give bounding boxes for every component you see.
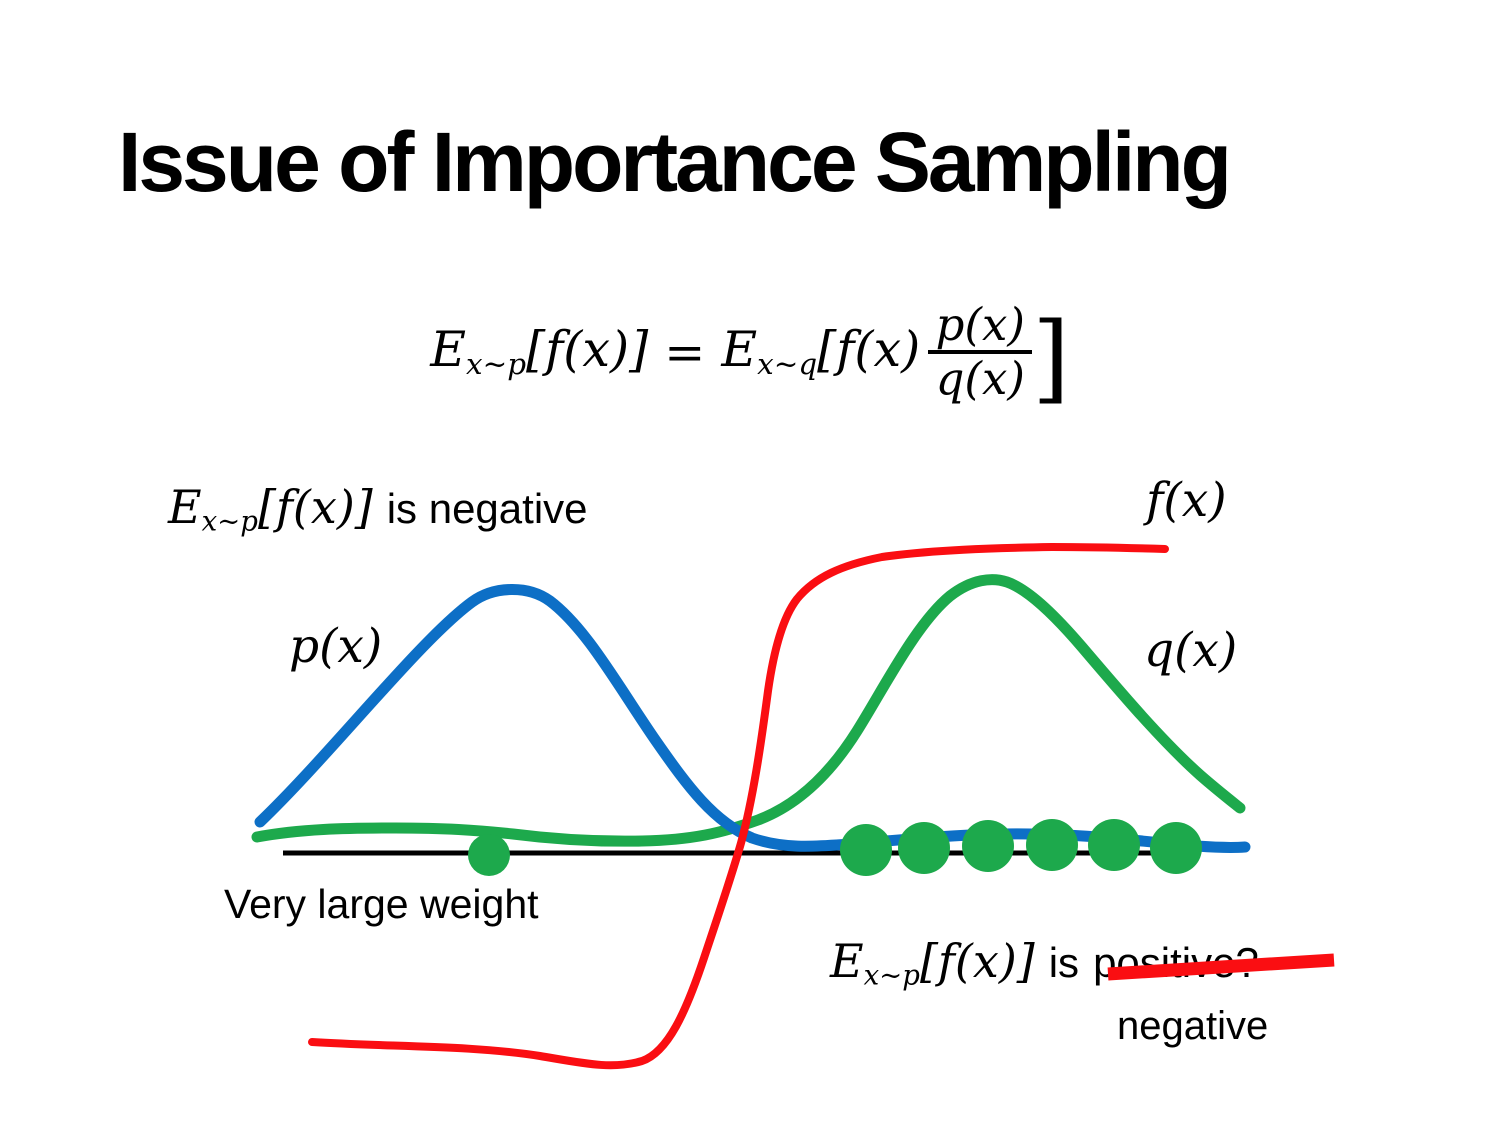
importance-sampling-formula: Ex∼p[f(x)] = Ex∼q[f(x) p(x) q(x) ] — [0, 298, 1500, 415]
sample-dot — [1026, 819, 1078, 871]
p-curve-path — [254, 584, 1251, 853]
fraction-denominator: q(x) — [935, 352, 1025, 406]
bottom-note-math: Ex∼p[f(x)] — [830, 934, 1035, 992]
bottom-note-is: is — [1048, 939, 1080, 986]
corrected-negative-word: negative — [1117, 1004, 1269, 1048]
fraction-bar — [928, 350, 1033, 355]
formula-rhs-subscript: x∼q — [757, 347, 818, 382]
left-note-text: is negative — [386, 485, 588, 532]
sample-dot — [962, 820, 1014, 872]
sample-dot — [1150, 822, 1202, 874]
sample-dot — [1088, 819, 1140, 871]
p-curve-label: p(x) — [289, 619, 383, 674]
very-large-weight-note: Very large weight — [224, 881, 539, 927]
formula-fraction: p(x) q(x) — [928, 298, 1033, 406]
formula-rhs-fx: [f(x) — [817, 321, 921, 379]
q-curve-path — [251, 574, 1246, 847]
sample-dot — [840, 824, 892, 876]
formula-closing-bracket: ] — [1032, 302, 1070, 415]
fraction-numerator: p(x) — [935, 298, 1025, 351]
formula-main: Ex∼p[f(x)] = Ex∼q[f(x) — [430, 325, 920, 380]
formula-lhs-fx: [f(x)] — [526, 321, 649, 379]
sample-dot-left — [468, 834, 510, 876]
bottom-note-struck-word: positive? — [1093, 939, 1259, 986]
sample-dot — [898, 822, 950, 874]
formula-lhs-E: Ex∼p[f(x)] — [430, 321, 649, 382]
formula-rhs-E: Ex∼q[f(x) — [721, 321, 921, 382]
q-curve-label: q(x) — [1144, 623, 1238, 678]
formula-lhs-subscript: x∼p — [466, 347, 527, 382]
expectation-negative-note: Ex∼p[f(x)] is negative — [168, 484, 588, 535]
left-note-math: Ex∼p[f(x)] — [168, 480, 373, 538]
expectation-positive-note: Ex∼p[f(x)] is positive? — [830, 938, 1259, 989]
f-curve-label: f(x) — [1146, 473, 1227, 528]
formula-equals: = — [664, 323, 706, 381]
slide-title: Issue of Importance Sampling — [118, 115, 1232, 209]
